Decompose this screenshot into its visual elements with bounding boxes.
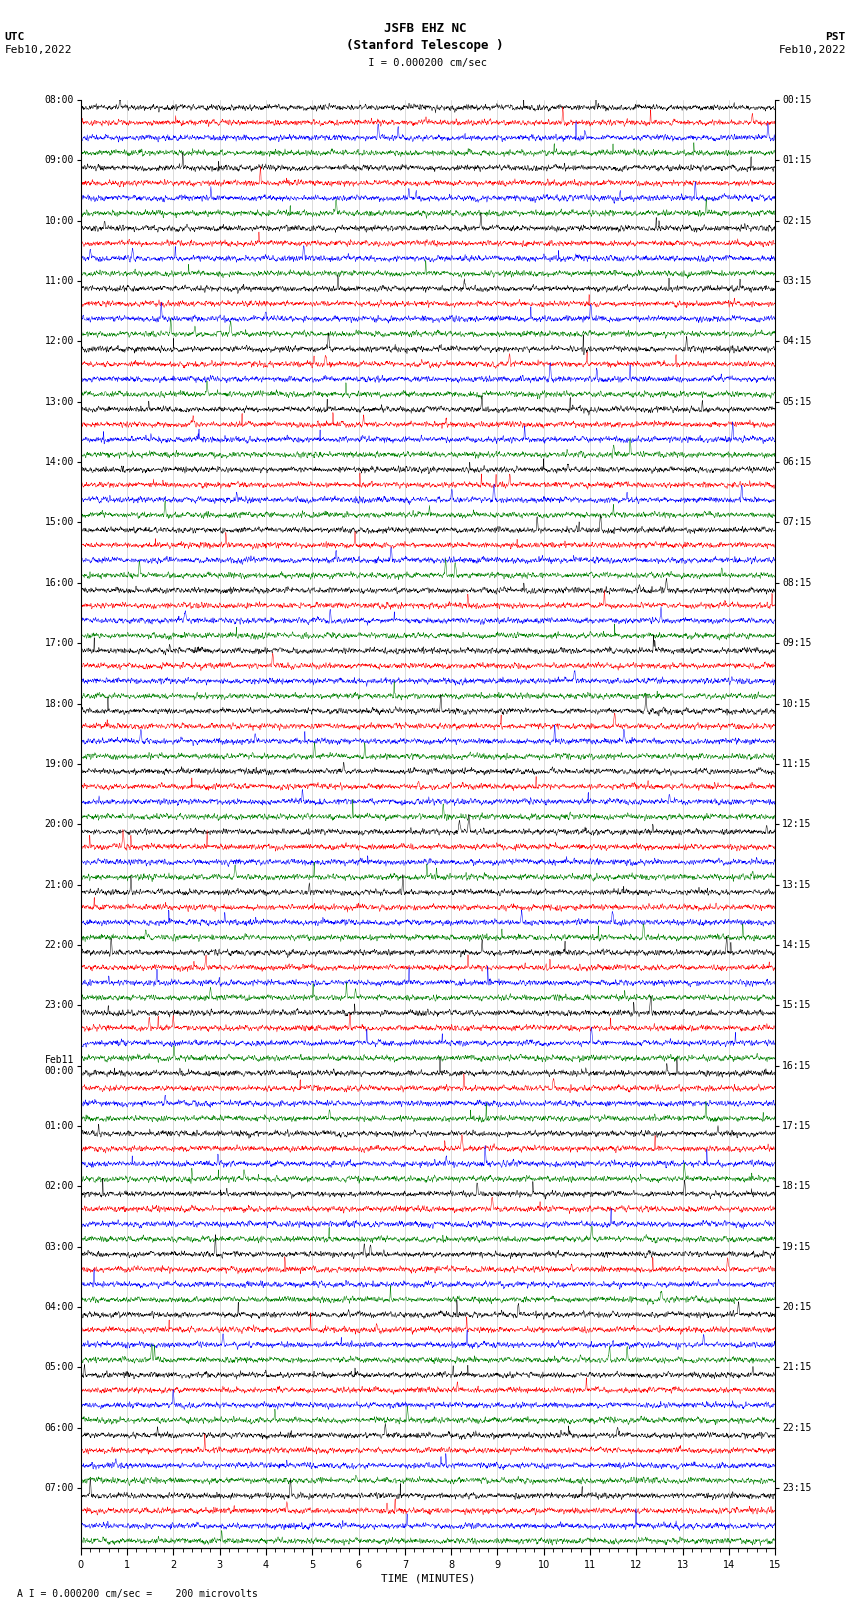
Text: I = 0.000200 cm/sec: I = 0.000200 cm/sec — [362, 58, 488, 68]
Text: Feb10,2022: Feb10,2022 — [779, 45, 846, 55]
Text: PST: PST — [825, 32, 846, 42]
X-axis label: TIME (MINUTES): TIME (MINUTES) — [381, 1573, 475, 1582]
Text: (Stanford Telescope ): (Stanford Telescope ) — [346, 39, 504, 52]
Text: Feb10,2022: Feb10,2022 — [4, 45, 71, 55]
Text: A I = 0.000200 cm/sec =    200 microvolts: A I = 0.000200 cm/sec = 200 microvolts — [17, 1589, 258, 1598]
Text: JSFB EHZ NC: JSFB EHZ NC — [383, 23, 467, 35]
Text: UTC: UTC — [4, 32, 25, 42]
